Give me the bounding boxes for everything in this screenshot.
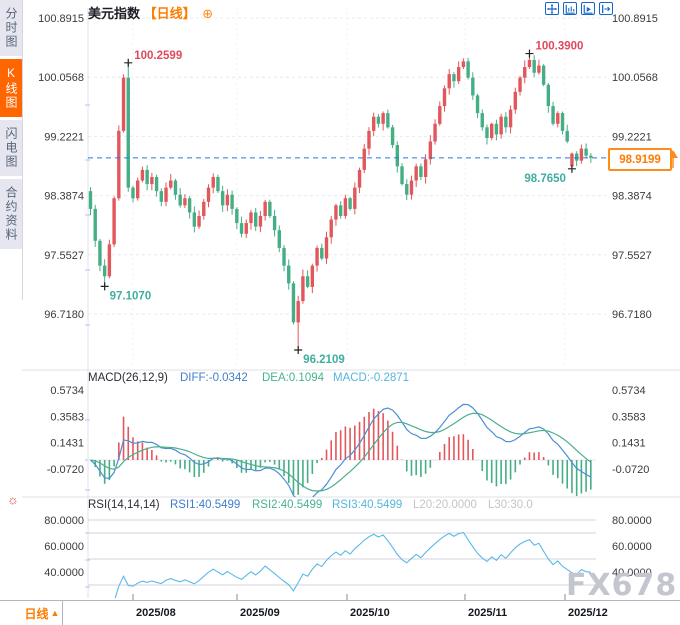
period-label: 日线 (24, 606, 49, 621)
plus-circle-icon[interactable]: ⊕ (202, 6, 214, 21)
watermark: FX678 (566, 568, 678, 603)
price-axis-label: 100.8915 (612, 13, 658, 25)
price-axis-label: 100.0568 (38, 72, 84, 84)
price-axis-label: 96.7180 (44, 309, 84, 321)
x-axis-label: 2025/08 (136, 607, 176, 619)
svg-text:100.3900: 100.3900 (535, 41, 583, 53)
sidebar-item-lightning-chart[interactable]: 闪电图 (0, 120, 22, 176)
price-annotation: 100.3900 (525, 41, 583, 58)
price-axis-label: 97.5527 (44, 250, 84, 262)
price-annotation: 96.2109 (294, 345, 345, 366)
sidebar-item-kline-chart[interactable]: K线图 (0, 59, 22, 117)
macd-axis-label: 0.3583 (612, 411, 646, 423)
sidebar-item-time-chart[interactable]: 分时图 (0, 0, 22, 56)
macd-name[interactable]: MACD(26,12,9) (88, 372, 168, 384)
rsi-plot (114, 531, 591, 598)
chart-title-bar: 美元指数 【日线】 ⊕ (88, 3, 213, 22)
rsi-axis-label: 40.0000 (44, 567, 84, 579)
macd-axis-label: 0.5734 (50, 385, 84, 397)
price-axis-label: 96.7180 (612, 309, 652, 321)
rsi-l30-value: L30:30.0 (488, 499, 533, 511)
price-axis-label: 100.0568 (612, 72, 658, 84)
x-axis-label: 2025/09 (240, 607, 280, 619)
price-axis-label: 98.3874 (44, 191, 84, 203)
fit-horizontal-icon[interactable] (563, 2, 577, 15)
chart-toolbar (545, 2, 613, 15)
svg-text:98.7650: 98.7650 (524, 173, 566, 185)
auto-scroll-icon[interactable] (581, 2, 595, 15)
shift-right-icon[interactable] (599, 2, 613, 15)
rsi-axis-label: 80.0000 (44, 515, 84, 527)
price-axis-label: 100.8915 (38, 13, 84, 25)
rsi-axis-label: 40.0000 (612, 567, 652, 579)
price-axis-label: 99.2221 (612, 131, 652, 143)
macd-axis-label: 0.1431 (50, 438, 84, 450)
indicator-settings-icon[interactable]: ☼ (7, 492, 19, 507)
svg-text:96.2109: 96.2109 (303, 354, 345, 366)
chevron-up-icon: ▲ (50, 608, 60, 618)
period-selector[interactable]: 日线 ▲ (22, 601, 63, 625)
rsi2-value: RSI2:40.5499 (252, 499, 323, 511)
x-axis-label: 2025/10 (350, 607, 390, 619)
price-annotation: 98.7650 (524, 164, 576, 185)
macd-axis-label: 0.1431 (612, 438, 646, 450)
rsi-axis-label: 80.0000 (612, 515, 652, 527)
rsi-l20-value: L20:20.0000 (413, 499, 477, 511)
x-axis-label: 2025/12 (568, 607, 608, 619)
bottom-bar: 日线 ▲ 2025/08 2025/09 2025/10 2025/11 2025/12 (0, 600, 680, 625)
svg-text:100.2599: 100.2599 (134, 50, 182, 62)
macd-axis-label: -0.0720 (47, 464, 84, 476)
rsi-name[interactable]: RSI(14,14,14) (88, 499, 160, 511)
rsi-axis-label: 60.0000 (44, 541, 84, 553)
macd-axis-label: 0.5734 (612, 385, 646, 397)
period-tag[interactable]: 【日线】 (143, 6, 196, 21)
macd-plot (90, 403, 592, 497)
sidebar-item-contract-info[interactable]: 合约资料 (0, 179, 22, 249)
price-annotation: 100.2599 (124, 50, 182, 67)
macd-macd-value: MACD:-0.2871 (333, 372, 410, 384)
macd-dea-value: DEA:0.1094 (262, 372, 325, 384)
rsi1-value: RSI1:40.5499 (170, 499, 241, 511)
rsi-axis-label: 60.0000 (612, 541, 652, 553)
rsi3-value: RSI3:40.5499 (332, 499, 403, 511)
price-annotation: 97.1070 (100, 282, 152, 302)
svg-text:97.1070: 97.1070 (110, 290, 152, 302)
macd-diff-value: DIFF:-0.0342 (180, 372, 248, 384)
move-crosshair-icon[interactable] (545, 2, 559, 15)
price-axis-label: 98.3874 (612, 191, 652, 203)
last-price-badge: 98.9199 (608, 148, 672, 171)
macd-axis-label: 0.3583 (50, 411, 84, 423)
price-axis-label: 99.2221 (44, 131, 84, 143)
candlestick-series (88, 53, 593, 350)
x-axis-label: 2025/11 (468, 607, 508, 619)
symbol-title: 美元指数 (88, 6, 141, 21)
sidebar: 分时图 K线图 闪电图 合约资料 (0, 0, 23, 300)
macd-axis-label: -0.0720 (612, 464, 649, 476)
price-axis-label: 97.5527 (612, 250, 652, 262)
